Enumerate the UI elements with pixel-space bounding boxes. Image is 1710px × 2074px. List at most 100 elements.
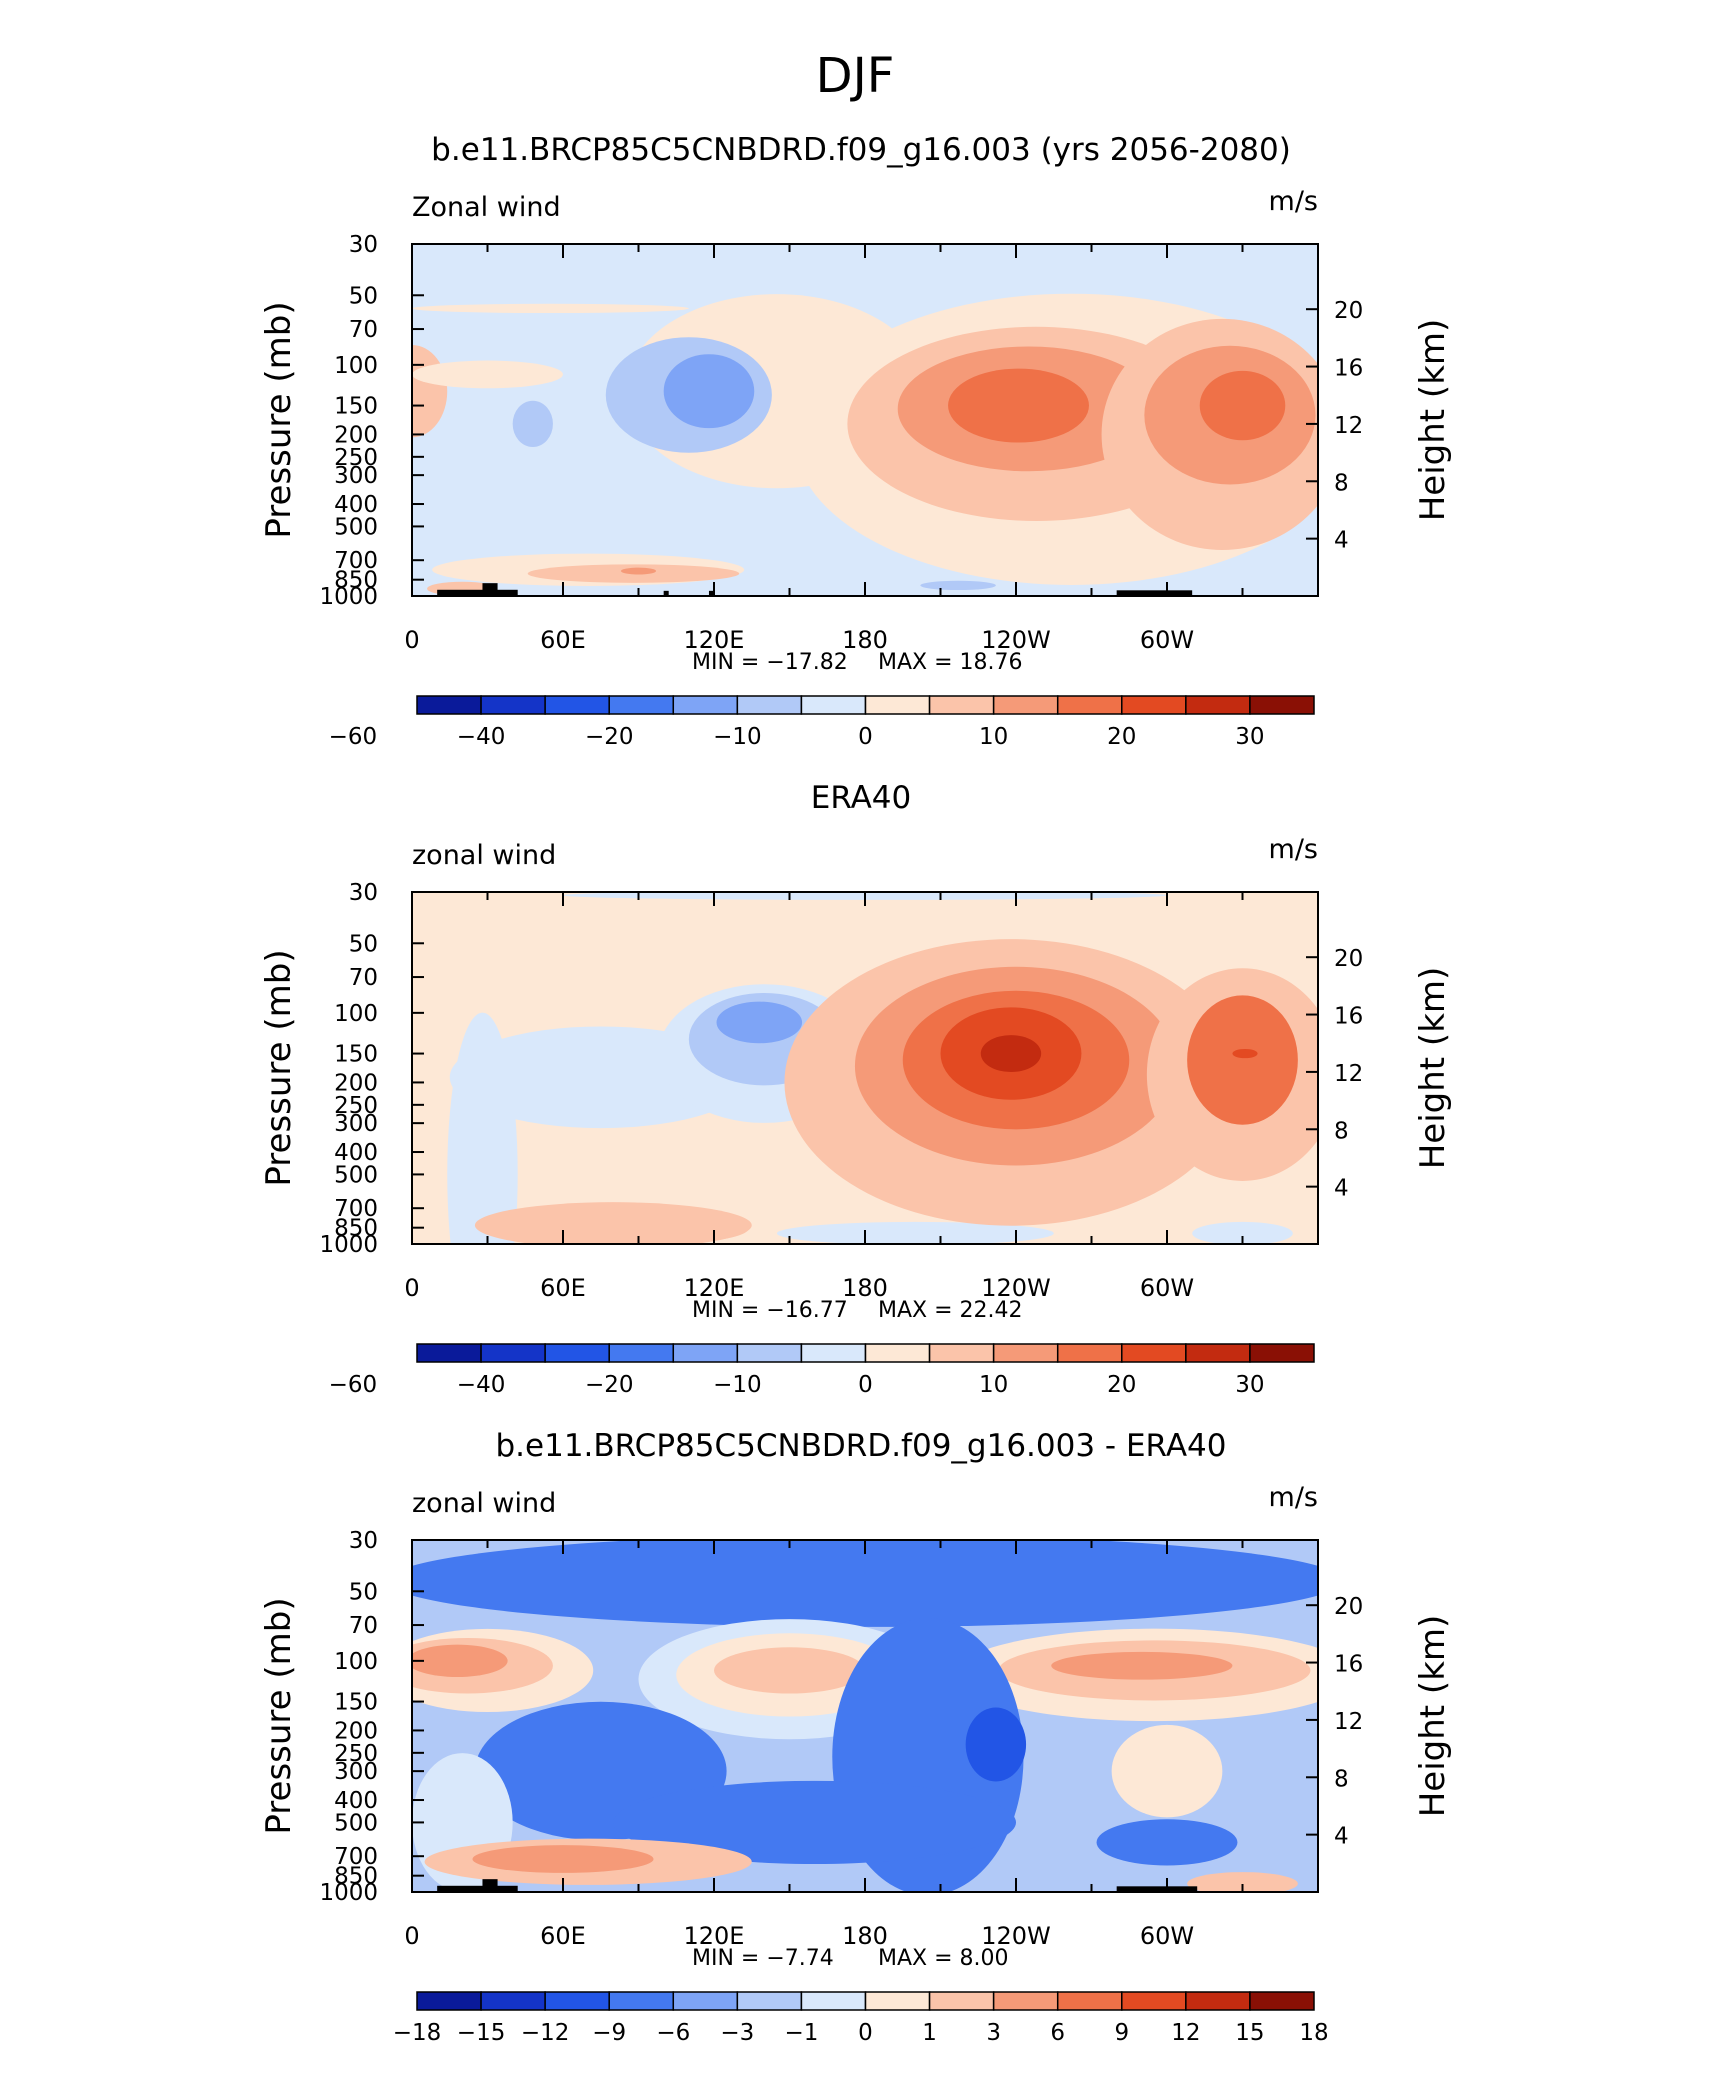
colorbar-swatch [480, 695, 546, 715]
panel-title: ERA40 [811, 780, 912, 816]
colorbar-swatch [1249, 1991, 1315, 2011]
colorbar-label: 3 [986, 2020, 1001, 2046]
panel-1: b.e11.BRCP85C5CNBDRD.f09_g16.003 (yrs 20… [259, 132, 1453, 750]
topography [663, 590, 669, 596]
y-axis-title-right: Height (km) [1413, 319, 1453, 522]
x-tick-label: 60E [540, 1274, 586, 1302]
y-tick-label: 400 [334, 1140, 378, 1166]
colorbar-label: 20 [1107, 1372, 1136, 1398]
colorbar-swatch [544, 1343, 610, 1363]
contour-region [1096, 1819, 1238, 1866]
y-tick-label: 250 [334, 1093, 378, 1119]
x-tick-label: 60W [1140, 626, 1194, 654]
min-label: MIN = −7.74 [692, 1946, 834, 1971]
y-tick-label: 50 [349, 931, 378, 957]
y-tick-label: 100 [334, 1649, 378, 1675]
contour-region [512, 400, 553, 447]
colorbar-swatch [544, 695, 610, 715]
colorbar-label: −60 [329, 1372, 378, 1398]
contour-region [412, 1540, 1318, 1627]
x-tick-label: 120W [981, 626, 1051, 654]
contour-region [613, 1780, 1016, 1865]
y-tick-label: 400 [334, 1788, 378, 1814]
y-tick-label: 50 [349, 1579, 378, 1605]
y-tick-label: 200 [334, 422, 378, 448]
y-tick-label: 30 [349, 232, 378, 258]
panel-3: b.e11.BRCP85C5CNBDRD.f09_g16.003 - ERA40… [259, 1428, 1453, 2046]
colorbar-swatch [1121, 695, 1187, 715]
panels: b.e11.BRCP85C5CNBDRD.f09_g16.003 (yrs 20… [259, 132, 1453, 2046]
contour-region [412, 360, 563, 389]
y-tick-label: 700 [334, 548, 378, 574]
colorbar-label: 0 [858, 2020, 873, 2046]
max-label: MAX = 18.76 [878, 650, 1023, 675]
unit-label: m/s [1269, 186, 1318, 217]
x-tick-label: 180 [842, 626, 888, 654]
height-tick-label: 8 [1334, 470, 1349, 496]
height-tick-label: 12 [1334, 413, 1363, 439]
y-axis-title: Pressure (mb) [259, 949, 299, 1186]
y-tick-label: 300 [334, 463, 378, 489]
colorbar-swatch [800, 695, 867, 715]
colorbar-label: 10 [979, 724, 1008, 750]
contour-region [1051, 1651, 1233, 1680]
colorbar-label: 6 [1050, 2020, 1065, 2046]
y-tick-label: 70 [349, 965, 378, 991]
colorbar-label: −15 [457, 2020, 506, 2046]
contour-region [412, 1644, 508, 1678]
height-tick-label: 12 [1334, 1709, 1363, 1735]
min-label: MIN = −16.77 [692, 1298, 848, 1323]
colorbar-swatch [992, 1343, 1059, 1363]
height-tick-label: 12 [1334, 1061, 1363, 1087]
colorbar-label: 9 [1114, 2020, 1129, 2046]
x-tick-label: 0 [404, 626, 419, 654]
left-label: zonal wind [412, 840, 556, 871]
colorbar-label: −60 [329, 724, 378, 750]
colorbar-swatch [480, 1991, 546, 2011]
y-tick-label: 70 [349, 317, 378, 343]
height-tick-label: 20 [1334, 298, 1363, 324]
contour-region [980, 1035, 1042, 1073]
contour-region [1232, 1048, 1258, 1059]
topography [482, 583, 498, 596]
contour-region [1187, 995, 1298, 1125]
left-label: Zonal wind [412, 192, 561, 223]
colorbar-label: −12 [521, 2020, 570, 2046]
colorbar-swatch [608, 1991, 675, 2011]
contour-region [776, 1221, 1054, 1244]
colorbar-swatch [1056, 1991, 1123, 2011]
x-tick-label: 60W [1140, 1274, 1194, 1302]
colorbar-swatch [416, 1991, 482, 2011]
colorbar-swatch [1185, 1991, 1251, 2011]
colorbar-swatch [1249, 1343, 1315, 1363]
colorbar-swatch [1056, 695, 1123, 715]
y-tick-label: 200 [334, 1718, 378, 1744]
x-tick-label: 180 [842, 1922, 888, 1950]
colorbar-swatch [608, 695, 675, 715]
colorbar-swatch [1249, 695, 1315, 715]
colorbar-swatch [864, 695, 931, 715]
height-tick-label: 16 [1334, 1004, 1363, 1030]
contour-region [628, 1213, 750, 1242]
colorbar-swatch [1121, 1991, 1187, 2011]
topography [437, 1885, 518, 1892]
y-tick-label: 250 [334, 1741, 378, 1767]
colorbar-label: 30 [1235, 724, 1264, 750]
colorbar-swatch [1056, 1343, 1123, 1363]
x-tick-label: 120E [684, 626, 745, 654]
colorbar-swatch [416, 695, 482, 715]
x-tick-label: 120E [684, 1274, 745, 1302]
height-tick-label: 20 [1334, 946, 1363, 972]
y-tick-label: 200 [334, 1070, 378, 1096]
colorbar-label: −10 [713, 1372, 762, 1398]
contour-region [663, 354, 755, 429]
y-axis-title: Pressure (mb) [259, 301, 299, 538]
y-tick-label: 1000 [319, 1880, 378, 1906]
contour-region [920, 580, 996, 591]
colorbar-label: −40 [457, 724, 506, 750]
contour-region [1111, 1724, 1223, 1818]
contour-region [716, 1001, 803, 1044]
min-label: MIN = −17.82 [692, 650, 848, 675]
colorbar-swatch [736, 1343, 803, 1363]
colorbar-swatch [672, 1343, 739, 1363]
